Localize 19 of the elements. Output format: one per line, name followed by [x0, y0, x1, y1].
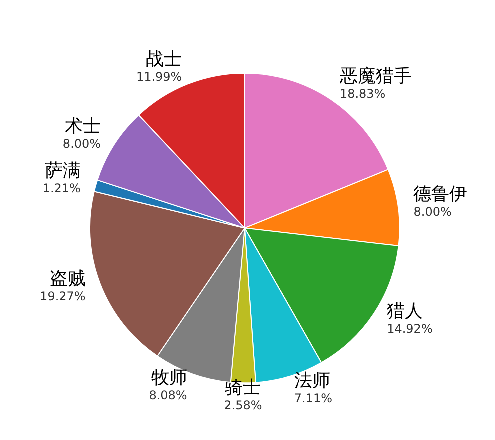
slice-label: 德鲁伊: [414, 184, 468, 206]
slice-label: 术士: [65, 116, 102, 137]
slice-label: 猎人: [387, 301, 424, 322]
data-label: 1.21%: [42, 182, 81, 196]
slice-label: 牧师: [151, 368, 188, 389]
data-label: 11.99%: [136, 70, 182, 84]
data-label: 8.00%: [414, 205, 452, 220]
slice-label: 法师: [294, 370, 330, 392]
data-label: 8.00%: [62, 136, 102, 151]
data-label: 18.83%: [340, 86, 386, 101]
data-label: 2.58%: [224, 398, 262, 413]
data-label: 14.92%: [387, 322, 433, 336]
slice-label: 恶魔猎手: [338, 66, 412, 87]
slice-label: 战士: [146, 48, 182, 70]
slice-label: 萨满: [44, 160, 81, 182]
data-label: 7.11%: [294, 391, 333, 406]
data-label: 19.27%: [40, 289, 86, 304]
data-label: 8.08%: [149, 388, 188, 403]
slice-label: 盗贼: [50, 268, 86, 290]
